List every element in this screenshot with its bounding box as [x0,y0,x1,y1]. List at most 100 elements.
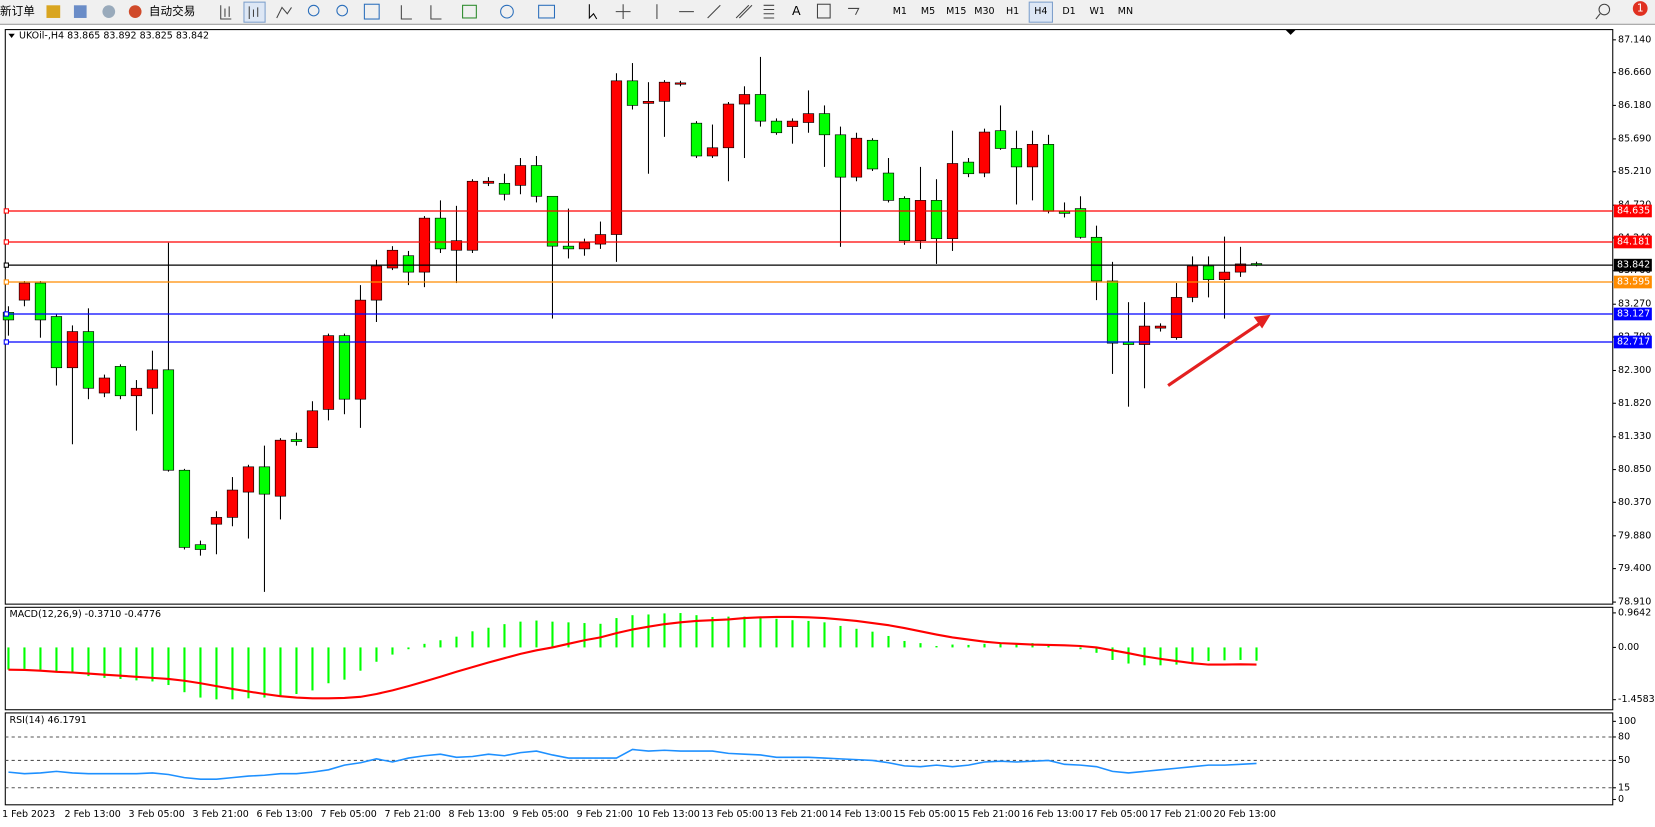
icon[interactable] [363,3,380,20]
y-tick-label: 81.820 [1618,398,1651,409]
icon[interactable] [462,4,477,19]
timeframe-button[interactable]: W1 [1090,6,1105,17]
x-tick-label: 7 Feb 05:00 [321,809,377,820]
macd-bar [855,628,858,648]
icon[interactable] [588,4,598,20]
x-tick-label: 2 Feb 13:00 [65,809,121,820]
timeframe-button[interactable]: M15 [946,6,966,17]
y-tick-label: 100 [1618,716,1636,727]
candle-body [34,282,47,321]
icon[interactable] [500,4,514,19]
candle-body [1138,325,1151,345]
y-tick-label: 85.210 [1618,166,1651,177]
icon[interactable] [763,4,775,19]
icon[interactable] [46,5,61,18]
x-tick-label: 9 Feb 05:00 [513,809,569,820]
price-line-handle [3,208,9,214]
macd-bar [295,647,298,694]
macd-bar [887,635,890,648]
search-icon[interactable] [1595,13,1601,20]
candle-body [946,163,959,239]
macd-bar [1079,647,1082,650]
candle-body [434,217,447,250]
icon[interactable] [615,4,631,20]
icon[interactable] [735,4,753,19]
candle-body [1058,210,1071,214]
candle-body [1090,236,1103,282]
icon[interactable] [430,5,442,20]
macd-bar [311,647,314,691]
icon[interactable] [102,5,116,18]
x-tick-label: 7 Feb 21:00 [385,809,441,820]
y-tick-label: 85.690 [1618,133,1651,144]
icon[interactable] [307,4,320,17]
text-tool[interactable]: A [792,3,801,18]
timeframe-button[interactable]: MN [1118,6,1133,17]
macd-bar [135,647,138,681]
candle-body [1154,325,1167,329]
timeframe-button[interactable]: M30 [974,6,994,17]
signal-line [8,615,1257,700]
macd-bar [1255,647,1258,661]
x-tick-label: 17 Feb 05:00 [1086,809,1148,820]
macd-bar [55,647,58,673]
candle-body [610,80,623,235]
icon[interactable] [848,7,860,16]
icon[interactable] [276,6,292,19]
icon[interactable] [400,5,412,20]
y-tick-label: 80 [1618,731,1630,742]
y-tick-label: 79.880 [1618,530,1651,541]
icon[interactable] [538,4,556,19]
icon[interactable] [707,4,721,19]
candle-body [562,245,575,250]
timeframe-button[interactable]: H1 [1006,6,1019,17]
annotation-arrowhead [1253,314,1271,329]
icon[interactable] [816,3,831,19]
macd-bar [759,617,762,648]
macd-bar [631,615,634,648]
order-button[interactable]: 新订单 [0,4,35,18]
y-tick-label: 79.400 [1618,563,1651,574]
auto-trading-icon[interactable] [128,5,142,18]
timeframe-button[interactable]: M5 [921,6,935,17]
macd-bar [1207,647,1210,662]
candle-body [818,113,831,136]
macd-bar [247,647,250,699]
macd-bar [903,640,906,648]
candle-body [706,147,719,157]
macd-bar [935,645,938,648]
macd-bar [343,647,346,680]
icon[interactable] [248,6,259,20]
macd-bar [1095,647,1098,653]
candle-body [1218,271,1231,280]
y-tick-label: 87.140 [1618,34,1651,45]
rsi-line [8,748,1257,780]
timeframe-button[interactable]: D1 [1062,6,1075,17]
tool-icons [220,1,1611,23]
icon[interactable] [73,5,87,18]
search-icon[interactable] [1598,3,1611,16]
price-label: 83.127 [1617,308,1650,319]
macd-bar [119,647,122,679]
symbol-menu-icon[interactable] [8,33,15,39]
y-tick-label: 78.910 [1618,597,1651,608]
candle-body [1042,144,1055,212]
macd-bar [535,620,538,648]
candle-body [1202,265,1215,280]
candle-body [594,234,607,245]
icon[interactable] [220,5,232,20]
candle-body [674,82,687,85]
icon[interactable] [243,1,266,23]
candle-body [882,172,895,201]
timeframe-button[interactable]: H4 [1034,6,1047,17]
price-line-handle [3,262,9,268]
y-tick-label: 86.180 [1618,100,1651,111]
timeframe-button[interactable]: M1 [893,6,907,17]
x-tick-label: 3 Feb 21:00 [193,809,249,820]
auto-trading-button[interactable]: 自动交易 [149,4,195,18]
macd-bar [775,618,778,648]
notification-badge[interactable] [1632,1,1648,16]
icon[interactable] [336,4,349,17]
macd-bar [599,623,602,648]
macd-bar [1239,647,1242,660]
